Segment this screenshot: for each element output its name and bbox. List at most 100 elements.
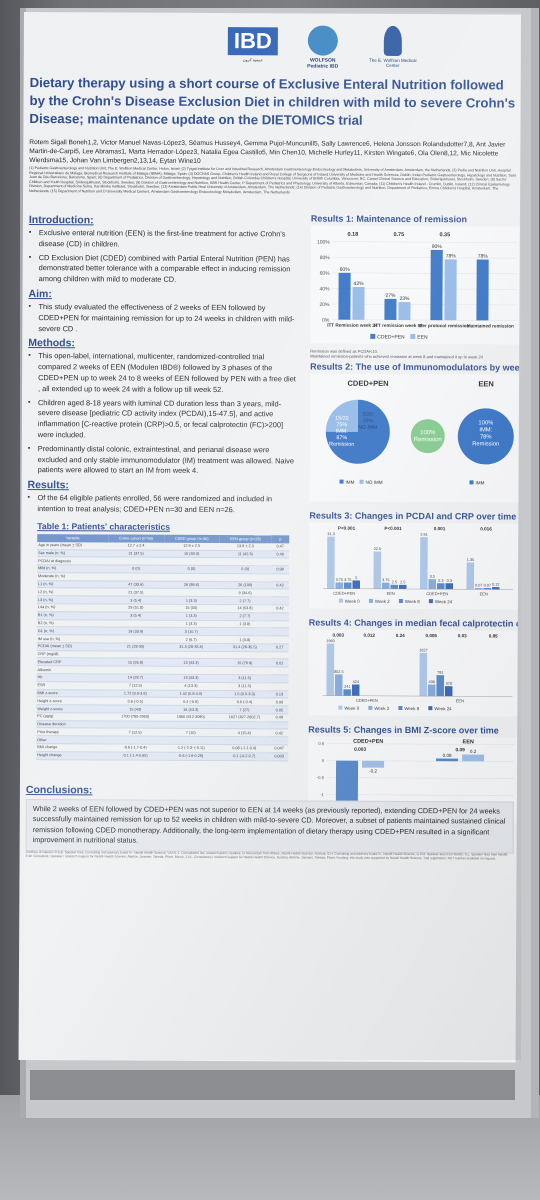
y-tick-label: 0 <box>322 758 325 763</box>
table-cell <box>271 558 290 566</box>
edith-wolfson-logo: The E. Wolfson Medical Center <box>364 24 422 76</box>
legend-swatch <box>370 333 376 339</box>
bar-value-label: -0.2 <box>369 769 377 774</box>
pie-slice-label: 100% <box>478 420 493 426</box>
bar-value-label: 241 <box>344 685 350 689</box>
bar-value-label: 2.5 <box>400 580 405 584</box>
bar-value-label: 1627 <box>419 648 427 652</box>
table-cell: 0.003 <box>270 752 289 761</box>
p-value-label: 0.03 <box>458 633 467 638</box>
pie-slice-label: 5/20 <box>363 412 373 418</box>
chart-background <box>308 522 519 610</box>
legend-label: Week 24 <box>435 599 453 604</box>
bar <box>335 582 344 589</box>
pie-slice-label: 75% <box>336 422 347 428</box>
bar <box>444 686 453 697</box>
legend-swatch <box>339 479 344 484</box>
edith-wolfson-logo-text: The E. Wolfson Medical Center <box>369 57 417 68</box>
bar-value-label: 22.5 <box>374 547 381 551</box>
table-cell <box>270 628 289 637</box>
table-header-cell: CDED group (n=30) <box>163 534 220 543</box>
bar <box>398 584 407 590</box>
results1-title: Results 1: Maintenance of remission <box>310 213 467 225</box>
pie-slice-label: 87% <box>336 435 347 441</box>
right-column: Results 1: Maintenance of remission 0% 20… <box>307 213 521 829</box>
remission-label: 100% <box>420 430 436 436</box>
results-bullet: Of the 64 eligible patients enrolled, 56… <box>27 493 297 516</box>
table-cell <box>270 635 289 644</box>
bar <box>352 286 365 320</box>
cded-group-label: CDED+PEN <box>353 739 383 745</box>
legend-swatch <box>398 598 403 603</box>
pie-slice-label: 15/20 <box>335 416 349 422</box>
bar-value-label: 78% <box>478 254 489 260</box>
bar <box>474 587 483 590</box>
bar <box>427 684 436 697</box>
table-header-cell: Entire cohort (n=56) <box>108 534 164 543</box>
results-heading: Results: <box>27 479 69 492</box>
bar-value-label: 0.07 <box>484 584 491 588</box>
patient-characteristics-table: Variable Entire cohort (n=56) CDED group (… <box>36 533 290 761</box>
y-tick-label: 40% <box>320 286 331 292</box>
legend-label: IMM <box>476 480 485 485</box>
methods-bullet: Predominantly distal colonic, extraintes… <box>28 444 298 478</box>
bar <box>436 758 459 762</box>
results5-title: Results 5: Changes in BMI Z-score over t… <box>308 724 499 736</box>
bar-value-label: 2.61 <box>420 533 427 537</box>
pie-slice-label: IMM: <box>336 429 348 435</box>
bar <box>326 536 335 589</box>
legend-label: CDED+PEN <box>377 334 405 340</box>
author-list: Rotem Sigall Boneh1,2, Victor Manuel Nav… <box>29 139 506 165</box>
table-cell: 0.047 <box>270 744 289 753</box>
results3-title: Results 3: Changes in PCDAI and CRP over… <box>309 510 517 522</box>
pie-slice-label: 25% <box>363 418 374 424</box>
legend-label: Week 0 <box>344 706 359 711</box>
results1-note: Remission was defined as PCDAI<10. Maint… <box>310 348 483 360</box>
p-value-label: 0.001 <box>434 526 446 531</box>
table-cell: 0.42 <box>270 604 289 613</box>
p-value-label: 0.012 <box>363 633 375 638</box>
pie-slice-no-imm <box>325 399 358 432</box>
y-tick-label: 100% <box>317 240 330 246</box>
bar <box>436 675 445 697</box>
legend-swatch <box>398 705 403 710</box>
legend-label: IMM <box>346 480 355 485</box>
table-cell <box>270 667 289 675</box>
table-cell <box>270 620 289 629</box>
table-cell <box>270 674 289 683</box>
group-label: EEN <box>456 698 464 703</box>
pie-slice-imm <box>325 399 390 464</box>
legend-label: NO IMM <box>366 480 383 485</box>
bar <box>445 583 454 590</box>
table-cell: 0.05 <box>270 705 289 714</box>
legend-swatch <box>428 599 433 604</box>
legend-label: Week 0 <box>345 599 360 604</box>
legend-label: Week 24 <box>434 706 452 711</box>
een-pie-label: EEN <box>478 379 493 388</box>
ibd-logo-subtitle: جمعية كرون <box>242 57 263 63</box>
legend-swatch <box>359 479 364 484</box>
wolfson-logo-mark <box>307 25 338 56</box>
p-value-label: 0.016 <box>480 526 492 531</box>
bar-value-label: 3.75 <box>336 578 343 582</box>
remission-label: Remission <box>414 437 442 443</box>
bar <box>343 689 351 696</box>
poster: IBD جمعية كرون WOLFSON Pediatric IBD The … <box>18 12 521 1063</box>
bar <box>483 588 491 590</box>
pie-slice-label: 78% <box>480 434 492 440</box>
cded-pie-label: CDED+PEN <box>348 379 389 388</box>
bar-value-label: 60% <box>340 267 351 273</box>
x-category-label: ITT Remission week 24 <box>327 323 378 328</box>
table-cell: 0.98 <box>271 565 290 574</box>
x-axis <box>322 695 513 697</box>
table-cell: -0.6 (-1.6-0.26) <box>162 752 219 761</box>
group-label: CDED+PEN <box>426 591 448 596</box>
group-label: CDED+PEN <box>333 591 355 596</box>
conclusions-text: While 2 weeks of EEN followed by CDED+PE… <box>25 799 514 854</box>
bar-value-label: 791 <box>437 671 443 675</box>
gridline <box>332 241 517 243</box>
references: Conflicts of interest: R.S.B. Speaker fe… <box>25 850 509 861</box>
pie-slice-label: IMM: <box>479 427 492 433</box>
pie-slice-label: NO IMM <box>358 425 377 431</box>
